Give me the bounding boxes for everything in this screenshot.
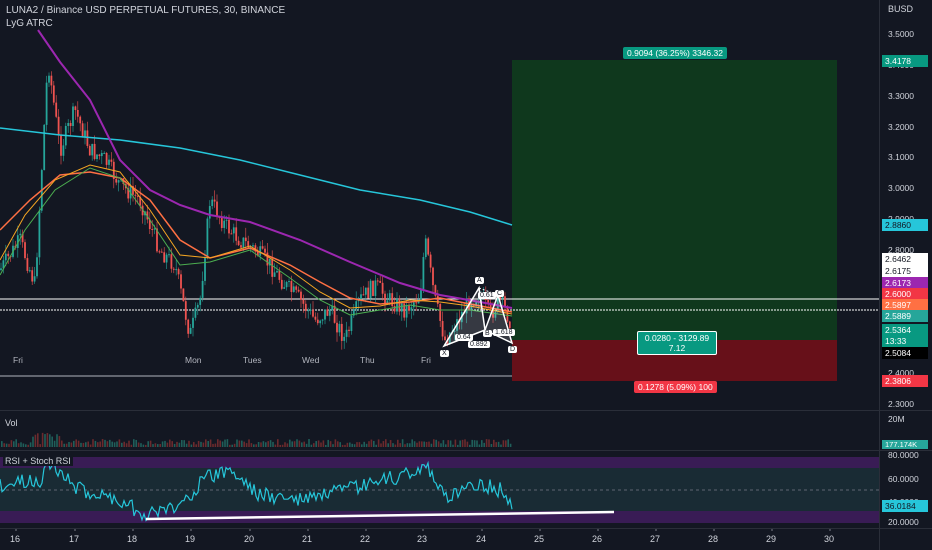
time-tick-label: 17 (69, 534, 80, 544)
currency-label: BUSD (888, 4, 914, 14)
indicator-label[interactable]: LyG ATRC (6, 18, 53, 29)
price-tick-label: 3.5000 (888, 29, 914, 39)
rsi-band-middle (0, 468, 879, 511)
price-tick-label: 3.2000 (888, 122, 914, 132)
pattern-ratio-bc: 0.892 (468, 341, 490, 348)
pattern-point-x: X (440, 350, 449, 357)
day-label: Fri (421, 355, 431, 365)
price-badge: 2.6173 (882, 277, 928, 289)
entry-label-line-1: 0.0280 - 3129.89 (644, 333, 710, 343)
pane-divider-rsi[interactable] (0, 450, 932, 451)
pattern-point-c: C (495, 290, 505, 297)
time-tick-label: 24 (476, 534, 487, 544)
rsi-trendline[interactable] (145, 510, 615, 521)
day-label: Mon (185, 355, 202, 365)
rsi-band-lower (0, 511, 879, 523)
rsi-tick-label: 80.0000 (888, 450, 919, 460)
price-badge: 3.4178 (882, 55, 928, 67)
pattern-ratio-ab: 0.61 (478, 292, 496, 299)
day-label: Wed (302, 355, 320, 365)
price-tick-label: 2.3000 (888, 399, 914, 409)
day-label: Fri (13, 355, 23, 365)
stop-label[interactable]: 0.1278 (5.09%) 100 (634, 381, 717, 393)
time-tick-label: 18 (127, 534, 138, 544)
rsi-tick-label: 20.0000 (888, 517, 919, 527)
pane-divider-volume[interactable] (0, 410, 932, 411)
pattern-point-d: D (508, 346, 518, 353)
time-tick-label: 29 (766, 534, 777, 544)
pattern-ratio-xb: 0.64 (455, 334, 473, 341)
time-tick-label: 19 (185, 534, 196, 544)
entry-label[interactable]: 0.0280 - 3129.89 7.12 (637, 331, 717, 355)
volume-badge: 177.174K (882, 440, 928, 449)
time-axis-divider (0, 528, 932, 529)
rsi-label[interactable]: RSI + Stoch RSI (3, 456, 73, 466)
time-tick-label: 20 (244, 534, 255, 544)
price-badge: 2.5364 (882, 324, 928, 336)
pattern-point-a: A (475, 277, 484, 284)
price-badge: 2.6000 (882, 288, 928, 300)
rsi-badge: 36.0184 (882, 500, 928, 512)
price-badge: 2.8860 (882, 219, 928, 231)
time-tick-label: 21 (302, 534, 313, 544)
price-badge: 2.3806 (882, 375, 928, 387)
entry-label-line-2: 7.12 (668, 343, 686, 353)
target-zone[interactable] (512, 60, 837, 340)
price-badge: 2.6462 (882, 253, 928, 265)
price-axis-border (879, 0, 880, 550)
day-label: Thu (360, 355, 375, 365)
price-badge: 2.5897 (882, 299, 928, 311)
volume-axis-label: 20M (888, 414, 905, 424)
price-tick-label: 3.0000 (888, 183, 914, 193)
symbol-title[interactable]: LUNA2 / Binance USD PERPETUAL FUTURES, 3… (6, 5, 286, 16)
price-tick-label: 2.4000 (888, 368, 914, 378)
pattern-ratio-cd: 1.618 (493, 329, 515, 336)
day-label: Tues (243, 355, 262, 365)
pattern-point-b: B (483, 330, 492, 337)
moving-averages (0, 29, 513, 317)
time-tick-label: 16 (10, 534, 21, 544)
price-badge: 2.5084 (882, 347, 928, 359)
time-tick-label: 26 (592, 534, 603, 544)
time-tick-label: 30 (824, 534, 835, 544)
price-badge: 13:33 (882, 335, 928, 347)
volume-bars (1, 432, 512, 447)
rsi-band-upper (0, 457, 879, 468)
rsi-tick-label: 60.0000 (888, 474, 919, 484)
target-label[interactable]: 0.9094 (36.25%) 3346.32 (623, 47, 727, 59)
time-tick-label: 25 (534, 534, 545, 544)
price-tick-label: 3.3000 (888, 91, 914, 101)
time-tick-label: 27 (650, 534, 661, 544)
price-badge: 2.6175 (882, 265, 928, 277)
time-tick-label: 22 (360, 534, 371, 544)
price-badge: 2.5889 (882, 310, 928, 322)
rsi-line (0, 458, 513, 522)
price-tick-label: 3.1000 (888, 152, 914, 162)
price-tick-label: 2.8000 (888, 245, 914, 255)
time-tick-label: 28 (708, 534, 719, 544)
time-tick-label: 23 (417, 534, 428, 544)
candlesticks (0, 71, 511, 350)
volume-label[interactable]: Vol (5, 418, 18, 428)
